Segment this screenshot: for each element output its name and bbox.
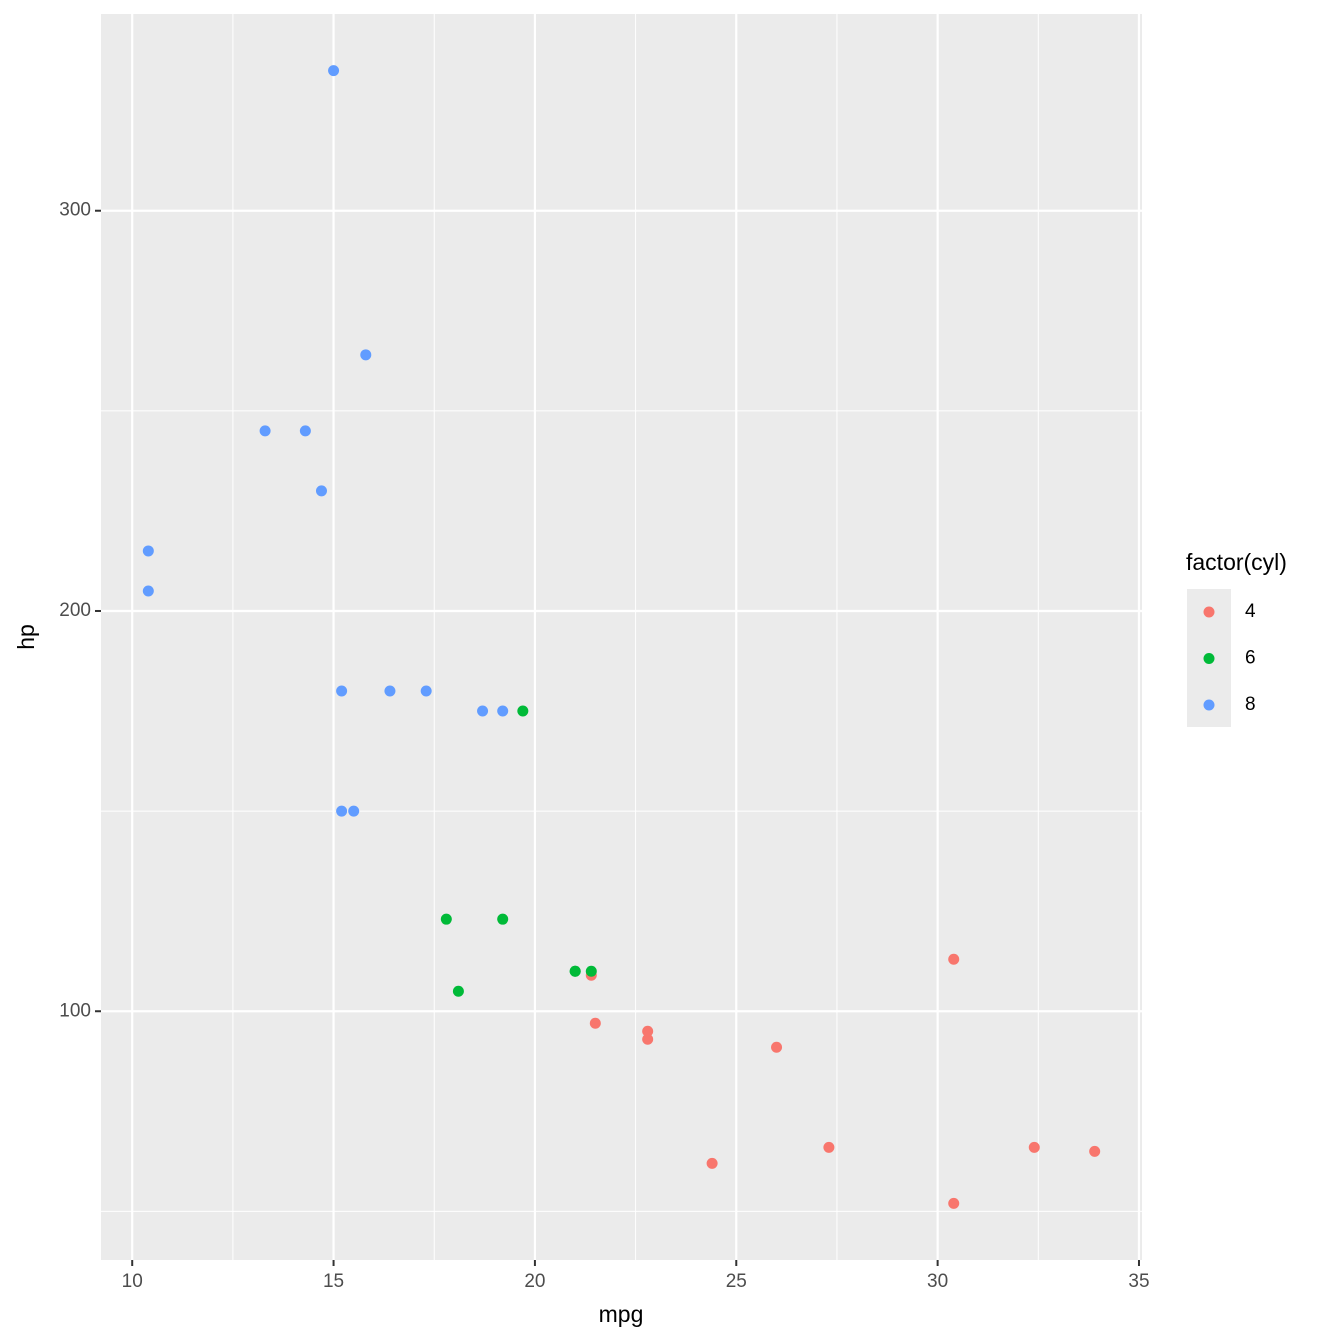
plot-panel	[101, 14, 1142, 1260]
legend: 4 6 8	[1187, 589, 1256, 727]
data-point	[517, 705, 529, 717]
x-tick-label: 10	[122, 1271, 143, 1292]
legend-key	[1203, 653, 1215, 664]
data-point	[336, 685, 348, 697]
y-tick-label: 300	[59, 200, 91, 221]
data-point	[328, 65, 340, 77]
y-axis-title: hp	[13, 624, 39, 650]
data-point	[823, 1141, 835, 1153]
data-point	[420, 685, 432, 697]
data-point	[642, 1025, 654, 1037]
legend-label: 6	[1245, 648, 1256, 669]
data-point	[585, 965, 597, 977]
data-point	[315, 485, 327, 497]
data-point	[440, 913, 452, 925]
x-axis-title: mpg	[599, 1301, 644, 1327]
data-point	[336, 805, 348, 817]
data-point	[142, 545, 154, 557]
legend-title: factor(cyl)	[1186, 549, 1287, 575]
data-point	[569, 965, 581, 977]
legend-key	[1203, 699, 1215, 711]
data-point	[1028, 1141, 1040, 1153]
y-tick-label: 100	[59, 1000, 91, 1021]
data-point	[142, 585, 154, 597]
x-tick-label: 15	[323, 1271, 344, 1292]
data-point	[706, 1157, 718, 1169]
data-point	[948, 953, 960, 965]
data-point	[1089, 1145, 1101, 1157]
data-point	[589, 1017, 601, 1029]
data-point	[642, 1033, 654, 1045]
y-tick-label: 200	[59, 600, 91, 621]
x-tick-label: 30	[927, 1271, 948, 1292]
data-point	[259, 425, 271, 437]
data-point	[348, 805, 360, 817]
panel-background	[101, 14, 1142, 1260]
data-point	[360, 349, 372, 361]
data-point	[771, 1041, 783, 1053]
legend-key	[1203, 606, 1215, 618]
data-point	[497, 705, 509, 717]
data-point	[384, 685, 396, 697]
legend-label: 4	[1245, 601, 1256, 622]
x-tick-label: 25	[726, 1271, 747, 1292]
x-tick-label: 20	[524, 1271, 545, 1292]
data-point	[477, 705, 489, 717]
data-point	[452, 985, 464, 997]
legend-label: 8	[1245, 694, 1256, 715]
data-point	[497, 913, 509, 925]
data-point	[948, 1197, 960, 1209]
data-point	[299, 425, 311, 437]
x-tick-label: 35	[1128, 1271, 1149, 1292]
